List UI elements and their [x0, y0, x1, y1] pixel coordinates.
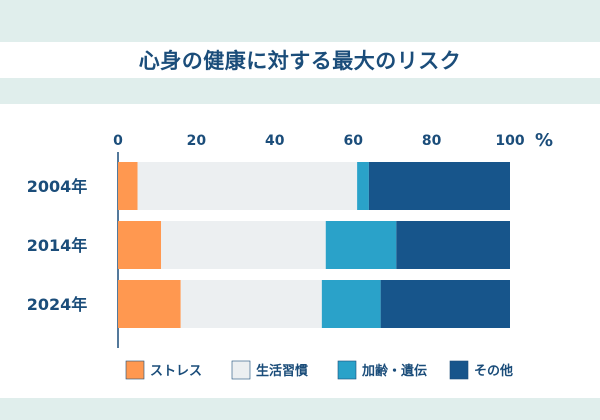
legend-label: その他 [474, 363, 513, 379]
x-tick-label: 0 [113, 133, 123, 149]
bar-segment [368, 162, 510, 210]
legend-swatch [449, 360, 469, 380]
bar-segment [161, 221, 326, 269]
x-tick-label: 20 [187, 133, 207, 149]
x-tick-label: 60 [343, 133, 363, 149]
bar-segment [380, 280, 510, 328]
bar-segment [325, 221, 397, 269]
bar-segment [118, 280, 181, 328]
x-tick-label: 100 [495, 133, 524, 149]
legend-label: 加齢・遺伝 [361, 363, 427, 379]
x-tick-label: 80 [422, 133, 442, 149]
legend-label: ストレス [150, 364, 202, 379]
bar-segment [118, 221, 162, 269]
bar-segment [137, 162, 358, 210]
bar-segment [321, 280, 381, 328]
legend-swatch [337, 360, 357, 380]
category-label: 2024年 [27, 295, 88, 314]
category-label: 2004年 [27, 177, 88, 196]
unit-label: % [535, 130, 553, 151]
bar-segment [118, 162, 138, 210]
legend-label: 生活習慣 [256, 363, 308, 379]
legend-swatch [125, 360, 145, 380]
category-label: 2014年 [27, 236, 88, 255]
chart-title-band: 心身の健康に対する最大のリスク [0, 42, 600, 78]
chart-title: 心身の健康に対する最大のリスク [138, 49, 462, 73]
x-tick-label: 40 [265, 133, 285, 149]
legend-swatch [231, 360, 251, 380]
bar-segment [357, 162, 369, 210]
bar-segment [180, 280, 322, 328]
bar-segment [396, 221, 510, 269]
